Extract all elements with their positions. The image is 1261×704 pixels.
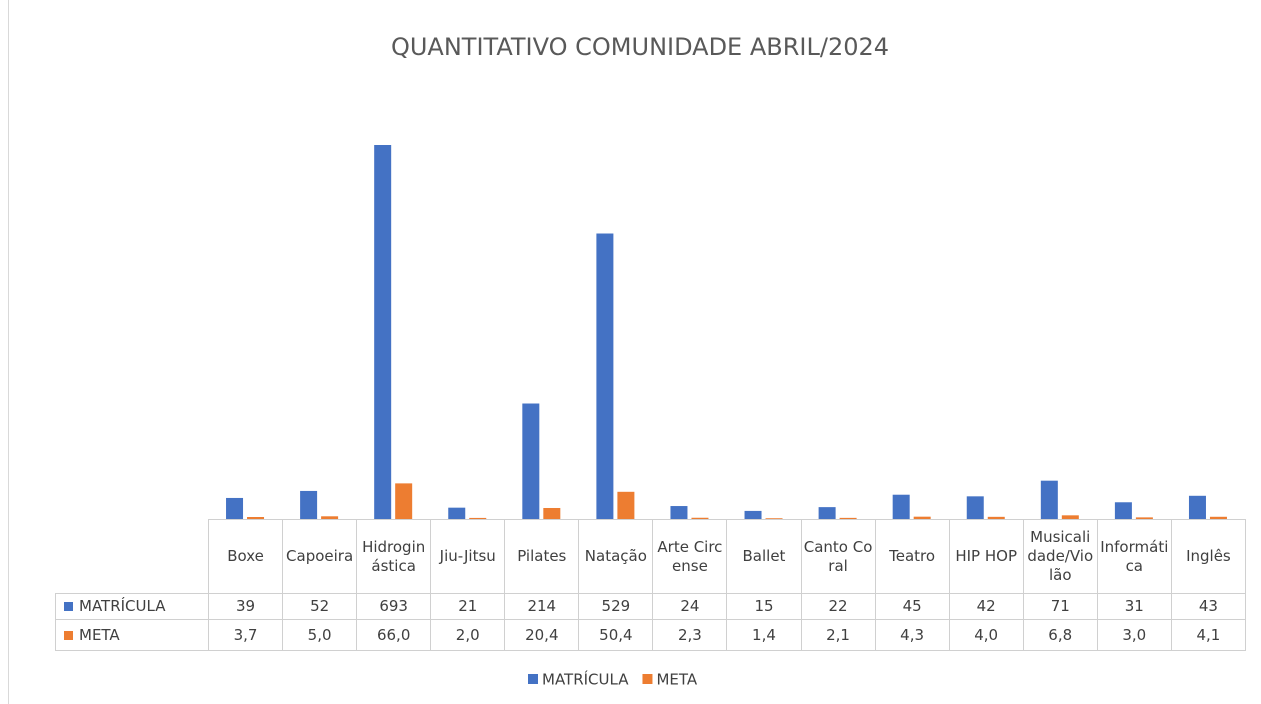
chart-title: QUANTITATIVO COMUNIDADE ABRIL/2024	[391, 33, 889, 61]
bar	[522, 403, 540, 519]
data-label: 1,4	[726, 619, 802, 651]
series-label-cell: MATRÍCULA	[54, 593, 210, 620]
bar	[448, 507, 466, 519]
data-label: 2,3	[652, 619, 728, 651]
bar	[966, 496, 984, 519]
category-label: Natação	[578, 519, 654, 594]
bar	[839, 517, 857, 519]
series-label: META	[79, 625, 120, 644]
series-label: MATRÍCULA	[79, 597, 166, 615]
legend-label: META	[656, 671, 697, 689]
category-label: Hidroginástica	[356, 519, 432, 594]
data-label: 39	[208, 593, 284, 620]
data-label: 24	[652, 593, 728, 620]
bar	[744, 510, 762, 519]
category-label: Pilates	[504, 519, 580, 594]
legend-swatch	[528, 674, 538, 684]
data-label: 4,1	[1170, 619, 1247, 651]
category-label: Jiu-Jitsu	[430, 519, 506, 594]
bar	[987, 516, 1005, 519]
data-label: 2,1	[800, 619, 876, 651]
bar	[1040, 480, 1058, 519]
bar	[469, 517, 487, 519]
bar	[691, 517, 709, 519]
bar	[1061, 515, 1079, 519]
bar	[892, 494, 910, 519]
category-label: HIP HOP	[948, 519, 1024, 594]
series-row: META 3,7 5,0 66,0 2,0 20,4 50,4 2,3 1,4 2,1 4,3 4,0…	[54, 619, 1247, 651]
bar	[374, 145, 392, 519]
bar	[596, 233, 614, 519]
bar	[543, 507, 561, 519]
category-label: Inglês	[1170, 519, 1247, 594]
category-label: Canto Coral	[800, 519, 876, 594]
data-label: 52	[282, 593, 358, 620]
bar	[818, 507, 836, 519]
data-label: 20,4	[504, 619, 580, 651]
bar	[1135, 517, 1153, 519]
data-label: 45	[874, 593, 950, 620]
data-label: 5,0	[282, 619, 358, 651]
bar	[247, 517, 265, 519]
legend-swatch	[642, 674, 653, 684]
bar	[913, 516, 931, 519]
data-label: 3,7	[208, 619, 284, 651]
data-label: 43	[1170, 593, 1247, 620]
legend-label: MATRÍCULA	[542, 670, 629, 689]
data-label: 50,4	[578, 619, 654, 651]
data-table: Boxe Capoeira Hidroginástica Jiu-Jitsu Pilat…	[54, 519, 1247, 651]
category-label: Ballet	[726, 519, 802, 594]
data-label: 42	[948, 593, 1024, 620]
data-label: 21	[430, 593, 506, 620]
bar	[765, 518, 783, 519]
series-row: MATRÍCULA 39 52 693 21 214 529 24 15 22 45 42 71 31 43	[54, 593, 1247, 620]
data-label: 15	[726, 593, 802, 620]
data-label: 71	[1022, 593, 1098, 620]
category-label: Arte Circense	[652, 519, 728, 594]
category-label: Capoeira	[282, 519, 358, 594]
data-label: 3,0	[1096, 619, 1172, 651]
category-label: Informática	[1096, 519, 1172, 594]
bar	[617, 491, 635, 519]
bar	[226, 497, 244, 519]
header-row: Boxe Capoeira Hidroginástica Jiu-Jitsu Pilat…	[56, 519, 1247, 594]
data-label: 4,3	[874, 619, 950, 651]
bar	[1209, 516, 1227, 519]
legend-key	[64, 630, 73, 640]
data-label: 529	[578, 593, 654, 620]
corner-cell	[56, 520, 209, 594]
bar	[670, 506, 688, 519]
bar	[321, 516, 339, 519]
data-label: 4,0	[948, 619, 1024, 651]
bar	[1114, 502, 1132, 519]
bar	[395, 483, 413, 519]
data-label: 22	[800, 593, 876, 620]
category-label: Boxe	[208, 519, 284, 594]
bar	[1188, 495, 1206, 519]
data-label: 214	[504, 593, 580, 620]
series-label-cell: META	[54, 619, 210, 651]
data-label: 31	[1096, 593, 1172, 620]
data-label: 693	[356, 593, 432, 620]
category-label: Teatro	[874, 519, 950, 594]
bar	[300, 490, 318, 519]
data-label: 66,0	[356, 619, 432, 651]
data-label: 2,0	[430, 619, 506, 651]
data-label: 6,8	[1022, 619, 1098, 651]
category-label: Musicalidade/Violão	[1022, 519, 1098, 594]
legend-key	[64, 602, 73, 611]
